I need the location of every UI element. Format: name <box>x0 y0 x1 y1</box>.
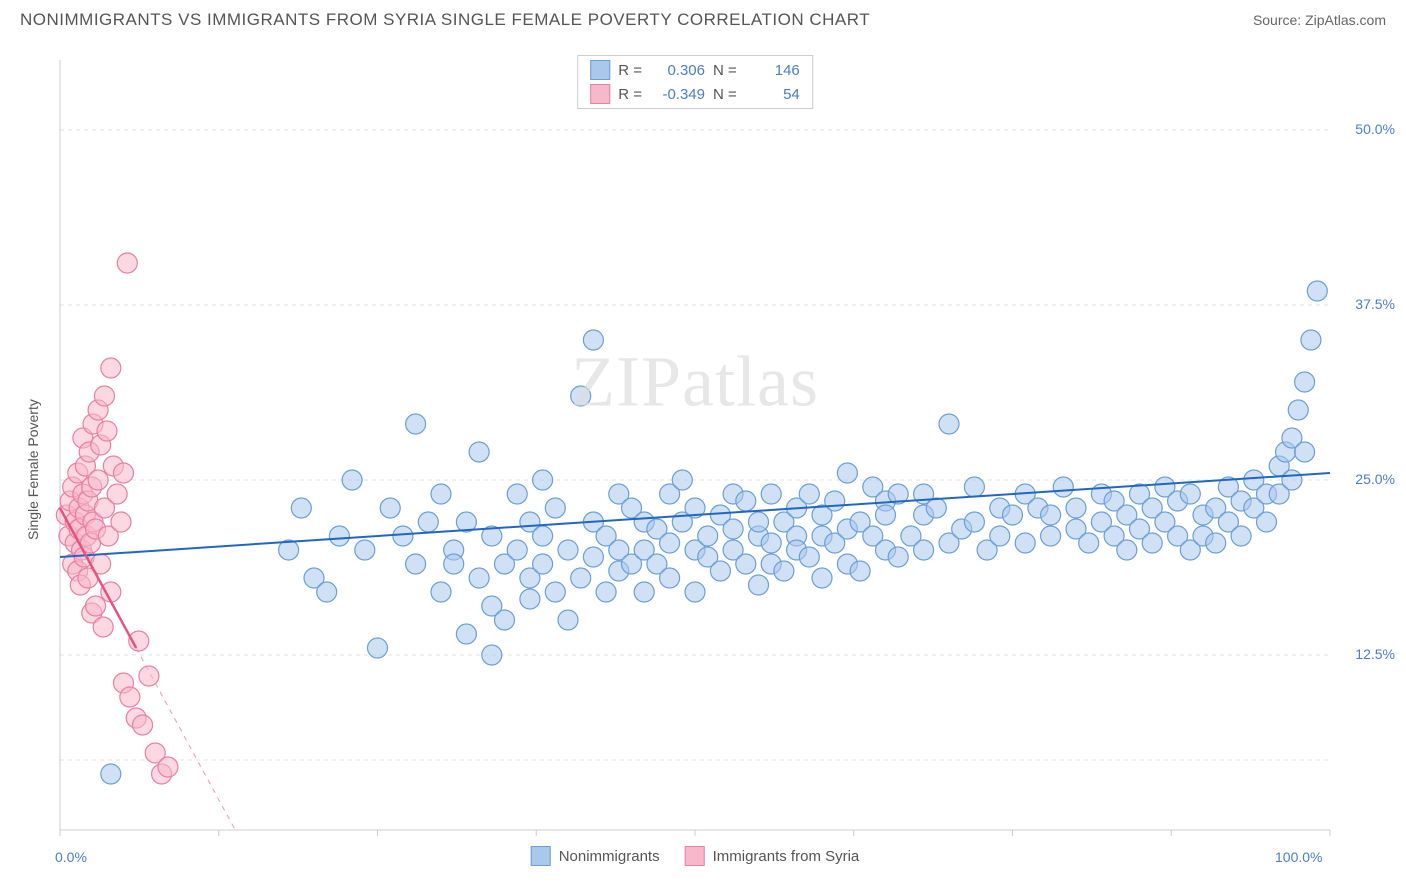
n-value: 146 <box>745 62 800 79</box>
legend-label: Immigrants from Syria <box>713 848 860 865</box>
y-axis-label: Single Female Poverty <box>25 399 41 540</box>
scatter-chart-svg <box>50 50 1340 840</box>
y-tick-label: 50.0% <box>1355 121 1395 137</box>
r-value: -0.349 <box>650 86 705 103</box>
x-tick-label: 100.0% <box>1275 849 1322 865</box>
legend-swatch-pink <box>685 846 705 866</box>
correlation-legend: R = 0.306 N = 146 R = -0.349 N = 54 <box>577 55 813 109</box>
chart-source: Source: ZipAtlas.com <box>1253 12 1386 28</box>
y-tick-label: 37.5% <box>1355 296 1395 312</box>
chart-header: NONIMMIGRANTS VS IMMIGRANTS FROM SYRIA S… <box>0 0 1406 35</box>
legend-item-nonimmigrants: Nonimmigrants <box>531 846 660 866</box>
correlation-row-0: R = 0.306 N = 146 <box>580 58 810 82</box>
bottom-legend: Nonimmigrants Immigrants from Syria <box>531 846 860 866</box>
y-tick-label: 12.5% <box>1355 646 1395 662</box>
x-tick-label: 0.0% <box>55 849 87 865</box>
r-value: 0.306 <box>650 62 705 79</box>
r-label: R = <box>618 62 642 79</box>
legend-item-immigrants: Immigrants from Syria <box>685 846 860 866</box>
correlation-row-1: R = -0.349 N = 54 <box>580 82 810 106</box>
legend-swatch-blue <box>590 60 610 80</box>
r-label: R = <box>618 86 642 103</box>
legend-swatch-blue <box>531 846 551 866</box>
chart-title: NONIMMIGRANTS VS IMMIGRANTS FROM SYRIA S… <box>20 10 870 30</box>
n-value: 54 <box>745 86 800 103</box>
n-label: N = <box>713 62 737 79</box>
legend-swatch-pink <box>590 84 610 104</box>
chart-area: ZIPatlas R = 0.306 N = 146 R = -0.349 N … <box>50 50 1340 840</box>
n-label: N = <box>713 86 737 103</box>
legend-label: Nonimmigrants <box>559 848 660 865</box>
y-tick-label: 25.0% <box>1355 471 1395 487</box>
